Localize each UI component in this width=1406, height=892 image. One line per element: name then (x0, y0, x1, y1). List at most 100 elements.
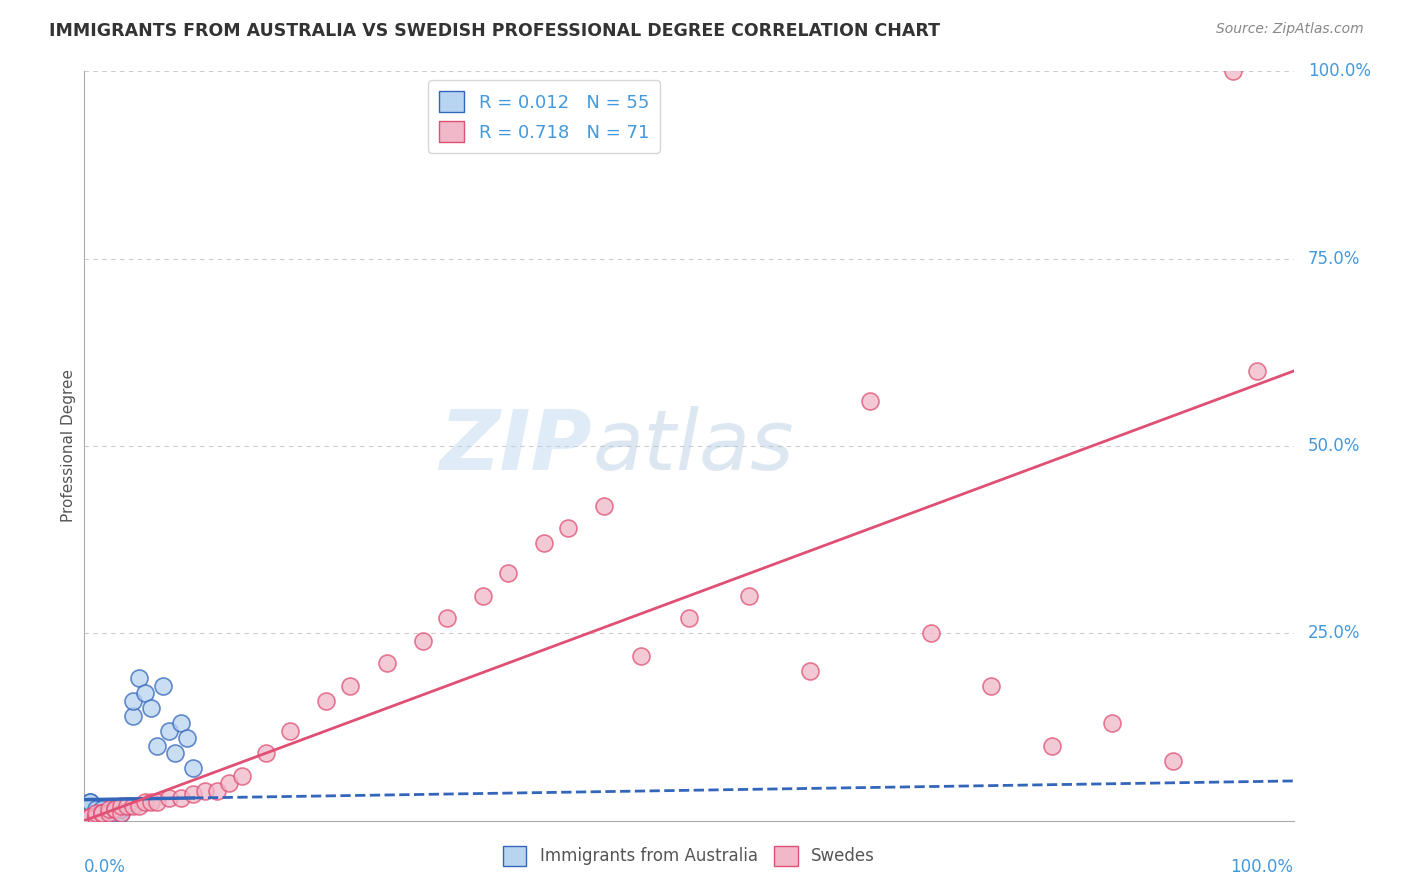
Point (121, 798, 143, 813)
Point (79, 810, 101, 824)
Point (79, 810, 101, 824)
Point (1246, 364, 1268, 378)
Point (79, 795, 101, 809)
Point (79, 795, 101, 809)
Point (79, 810, 101, 824)
Point (79, 810, 101, 824)
Text: 100.0%: 100.0% (1308, 62, 1371, 80)
Point (79, 802, 101, 816)
Point (104, 810, 127, 824)
Point (79, 810, 101, 824)
Point (79, 810, 101, 824)
Point (472, 589, 495, 603)
Point (86, 810, 108, 824)
Text: 0.0%: 0.0% (84, 858, 127, 876)
Point (86, 810, 108, 824)
Point (110, 806, 132, 821)
Point (593, 499, 616, 513)
Point (79, 798, 101, 813)
Point (91, 806, 114, 821)
Point (79, 810, 101, 824)
Point (79, 810, 101, 824)
Point (86, 802, 108, 816)
Point (152, 679, 174, 693)
Point (134, 795, 156, 809)
Point (157, 791, 180, 805)
Point (165, 746, 187, 760)
Point (146, 739, 169, 753)
Point (79, 810, 101, 824)
Y-axis label: Professional Degree: Professional Degree (60, 369, 76, 523)
Point (738, 589, 761, 603)
Point (91, 810, 114, 824)
Point (91, 806, 114, 821)
Point (86, 810, 108, 824)
Point (97, 806, 120, 821)
Point (97, 810, 120, 824)
Point (799, 664, 821, 678)
Point (79, 810, 101, 824)
Point (134, 686, 156, 700)
Point (110, 798, 132, 813)
Text: 25.0%: 25.0% (1308, 624, 1361, 642)
Point (115, 798, 138, 813)
Point (1222, 64, 1244, 78)
Legend: Immigrants from Australia, Swedes: Immigrants from Australia, Swedes (496, 839, 882, 872)
Point (859, 394, 882, 409)
Point (79, 810, 101, 824)
Point (121, 708, 143, 723)
Point (86, 810, 108, 824)
Point (79, 810, 101, 824)
Point (79, 810, 101, 824)
Point (181, 761, 204, 775)
Point (181, 788, 204, 802)
Point (128, 671, 150, 685)
Point (121, 694, 143, 708)
Point (97, 806, 120, 821)
Point (79, 810, 101, 824)
Point (79, 810, 101, 824)
Point (79, 810, 101, 824)
Point (79, 810, 101, 824)
Point (86, 810, 108, 824)
Point (496, 566, 519, 581)
Point (86, 810, 108, 824)
Point (1161, 754, 1184, 768)
Point (533, 536, 555, 550)
Point (79, 810, 101, 824)
Point (115, 798, 138, 813)
Point (79, 810, 101, 824)
Point (315, 694, 337, 708)
Point (91, 806, 114, 821)
Point (86, 810, 108, 824)
Point (375, 657, 398, 671)
Point (79, 802, 101, 816)
Point (86, 806, 108, 821)
Point (86, 810, 108, 824)
Point (139, 795, 162, 809)
Point (110, 806, 132, 821)
Point (436, 611, 458, 625)
Point (97, 810, 120, 824)
Text: 75.0%: 75.0% (1308, 250, 1361, 268)
Point (920, 626, 942, 640)
Point (139, 701, 162, 715)
Point (254, 746, 277, 760)
Point (170, 716, 193, 731)
Text: 100.0%: 100.0% (1230, 858, 1294, 876)
Point (86, 806, 108, 821)
Point (86, 810, 108, 824)
Point (278, 723, 301, 738)
Point (91, 806, 114, 821)
Text: ZIP: ZIP (440, 406, 592, 486)
Point (79, 810, 101, 824)
Text: IMMIGRANTS FROM AUSTRALIA VS SWEDISH PROFESSIONAL DEGREE CORRELATION CHART: IMMIGRANTS FROM AUSTRALIA VS SWEDISH PRO… (49, 22, 941, 40)
Point (170, 791, 193, 805)
Point (79, 806, 101, 821)
Point (91, 802, 114, 816)
Point (412, 633, 434, 648)
Point (146, 795, 169, 809)
Point (79, 810, 101, 824)
Point (79, 807, 101, 822)
Point (110, 802, 132, 816)
